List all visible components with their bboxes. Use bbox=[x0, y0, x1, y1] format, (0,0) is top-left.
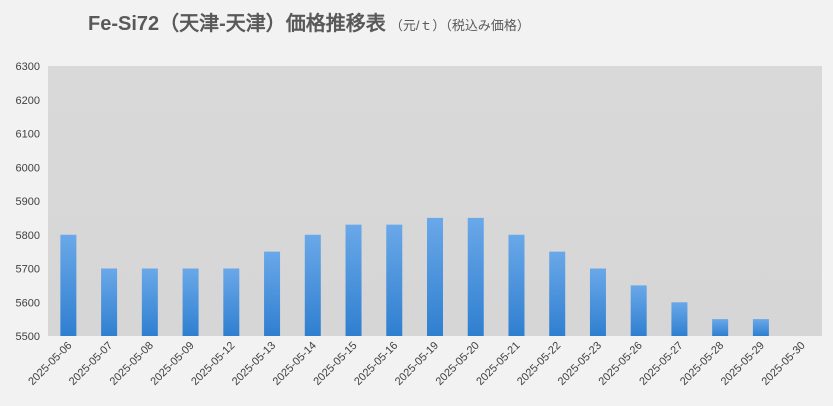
y-tick-label: 5700 bbox=[16, 264, 40, 276]
y-tick-label: 6000 bbox=[16, 162, 40, 174]
bar bbox=[549, 251, 566, 336]
bar bbox=[427, 217, 443, 336]
bar bbox=[589, 268, 606, 336]
bar bbox=[671, 302, 688, 336]
y-tick-label: 5900 bbox=[16, 196, 40, 208]
bar bbox=[304, 234, 321, 336]
bar bbox=[752, 319, 769, 336]
chart-title: Fe-Si72（天津-天津）価格推移表 （元/ｔ）（税込み価格） bbox=[88, 11, 530, 35]
y-tick-label: 6300 bbox=[16, 61, 40, 73]
y-tick-label: 6100 bbox=[16, 129, 40, 141]
bar bbox=[101, 268, 118, 336]
bar bbox=[264, 251, 281, 336]
title-main: Fe-Si72（天津-天津）価格推移表 bbox=[88, 11, 387, 35]
bar bbox=[60, 234, 77, 336]
bar bbox=[386, 224, 403, 336]
bar bbox=[712, 319, 729, 336]
bar bbox=[467, 217, 484, 336]
bar bbox=[141, 268, 158, 336]
y-tick-label: 6200 bbox=[16, 95, 40, 107]
bar bbox=[223, 268, 240, 336]
bar bbox=[345, 224, 362, 336]
bar bbox=[630, 285, 647, 336]
subtitle: （元/ｔ）（税込み価格） bbox=[390, 18, 530, 33]
y-tick-label: 5600 bbox=[16, 297, 40, 309]
bar bbox=[182, 268, 199, 336]
bar bbox=[508, 234, 525, 336]
y-tick-label: 5500 bbox=[16, 331, 40, 343]
y-tick-label: 5800 bbox=[16, 230, 40, 242]
